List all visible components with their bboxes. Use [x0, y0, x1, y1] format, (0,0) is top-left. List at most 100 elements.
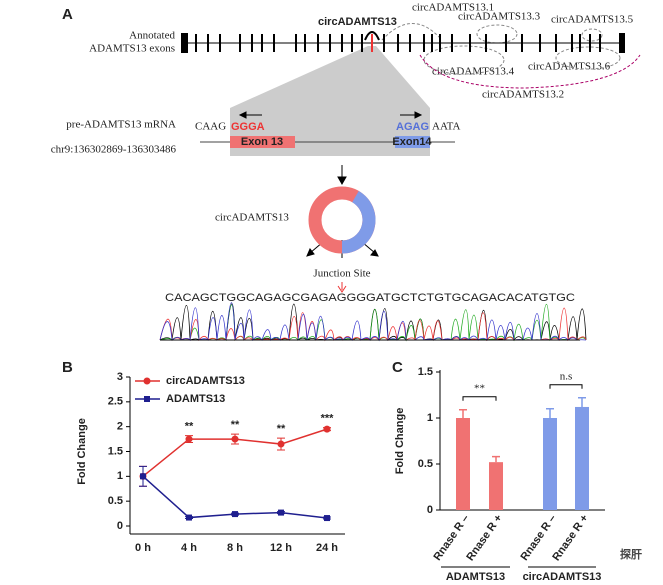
annotation: ** [231, 419, 240, 431]
y-tick-label: 2 [117, 421, 123, 433]
exon [619, 33, 625, 53]
y-axis-label: Fold Change [76, 418, 88, 485]
exon [341, 34, 343, 52]
exon [555, 34, 557, 52]
exon [451, 34, 453, 52]
exon [361, 34, 363, 52]
x-tick-label: 8 h [227, 542, 243, 554]
track-label: Annotated [129, 30, 175, 42]
y-tick-label: 1.5 [418, 366, 433, 378]
marker [323, 425, 331, 433]
track-label: ADAMTS13 exons [89, 43, 175, 55]
exon [195, 34, 197, 52]
marker [140, 473, 146, 480]
circ-variant: circADAMTS13.4 [432, 66, 515, 78]
exon [304, 34, 306, 52]
bracket [462, 396, 497, 401]
exon [239, 34, 241, 52]
exon [351, 34, 353, 52]
seq: AGAG [396, 121, 429, 133]
y-tick-label: 0 [117, 520, 123, 532]
marker [186, 514, 192, 521]
junction-arrow [337, 282, 347, 293]
legend-marker [143, 377, 151, 385]
zoom [230, 46, 430, 108]
significance: n.s [560, 370, 573, 382]
error-bar [492, 455, 500, 463]
circ-ring-part [341, 190, 376, 254]
legend-label: ADAMTS13 [166, 393, 225, 405]
group-label: circADAMTS13 [523, 571, 602, 583]
exon [207, 34, 209, 52]
significance: ** [474, 382, 485, 394]
exon13 [230, 136, 295, 148]
y-tick-label: 1 [117, 470, 123, 482]
x-tick-label: 0 h [135, 542, 151, 554]
circ-variant: circADAMTS13.6 [528, 61, 611, 73]
exon14 [395, 136, 430, 148]
exon [397, 34, 399, 52]
circ-variant: circADAMTS13.3 [458, 11, 541, 23]
marker [231, 435, 239, 443]
exon-label: Exon 13 [241, 136, 283, 148]
annotation: ** [185, 421, 194, 433]
exon [371, 34, 373, 52]
exon [539, 34, 541, 52]
exon [599, 34, 601, 52]
panel-label: A [62, 6, 73, 23]
bar [543, 418, 557, 510]
annotation: ** [277, 423, 286, 435]
bar [575, 406, 589, 510]
circ-arc [364, 31, 380, 41]
x-tick-label: 12 h [270, 542, 292, 554]
flank: AATA [432, 121, 461, 133]
legend-label: circADAMTS13 [166, 375, 245, 387]
y-tick-label: 1 [427, 412, 433, 424]
watermark: 探肝 [620, 547, 642, 561]
circ-variant: circADAMTS13.5 [551, 14, 634, 26]
exon [505, 34, 507, 52]
exon [469, 34, 471, 52]
circ-variant: circADAMTS13.1 [412, 2, 494, 14]
exons [181, 33, 625, 53]
exon [181, 33, 188, 53]
seq: GGGA [231, 121, 265, 133]
exon [383, 34, 385, 52]
bracket [549, 384, 583, 389]
circ-main: circADAMTS13 [318, 16, 397, 28]
panel-label: B [62, 359, 73, 376]
exon [571, 34, 573, 52]
exon [409, 34, 411, 52]
y-tick-label: 0.5 [108, 495, 123, 507]
exon [439, 34, 441, 52]
marker [277, 440, 285, 448]
exon [589, 34, 591, 52]
circ-arcs [381, 23, 641, 89]
error-bar [546, 408, 554, 418]
exon [423, 34, 425, 52]
exon [219, 34, 221, 52]
x-tick-label: 24 h [316, 542, 338, 554]
exon-label: Exon14 [392, 136, 432, 148]
junction: Junction Site [313, 268, 370, 280]
marker [278, 509, 284, 516]
y-tick-label: 0 [427, 504, 433, 516]
error-bar [459, 408, 467, 418]
mrna-label: pre-ADAMTS13 mRNA [66, 119, 176, 131]
chromatogram [159, 302, 587, 342]
y-tick-label: 1.5 [108, 445, 123, 457]
circ-variant: circADAMTS13.2 [482, 89, 564, 101]
exon [317, 34, 319, 52]
annotation: *** [321, 413, 335, 425]
legend-marker [144, 396, 150, 402]
chr-label: chr9:136302869-136303486 [51, 144, 177, 156]
exon [521, 34, 523, 52]
flank: CAAG [195, 121, 226, 133]
exon [579, 34, 581, 52]
y-tick-label: 0.5 [418, 458, 433, 470]
bar [456, 418, 470, 510]
marker [232, 511, 238, 518]
y-tick-label: 2.5 [108, 396, 123, 408]
exon [295, 34, 297, 52]
